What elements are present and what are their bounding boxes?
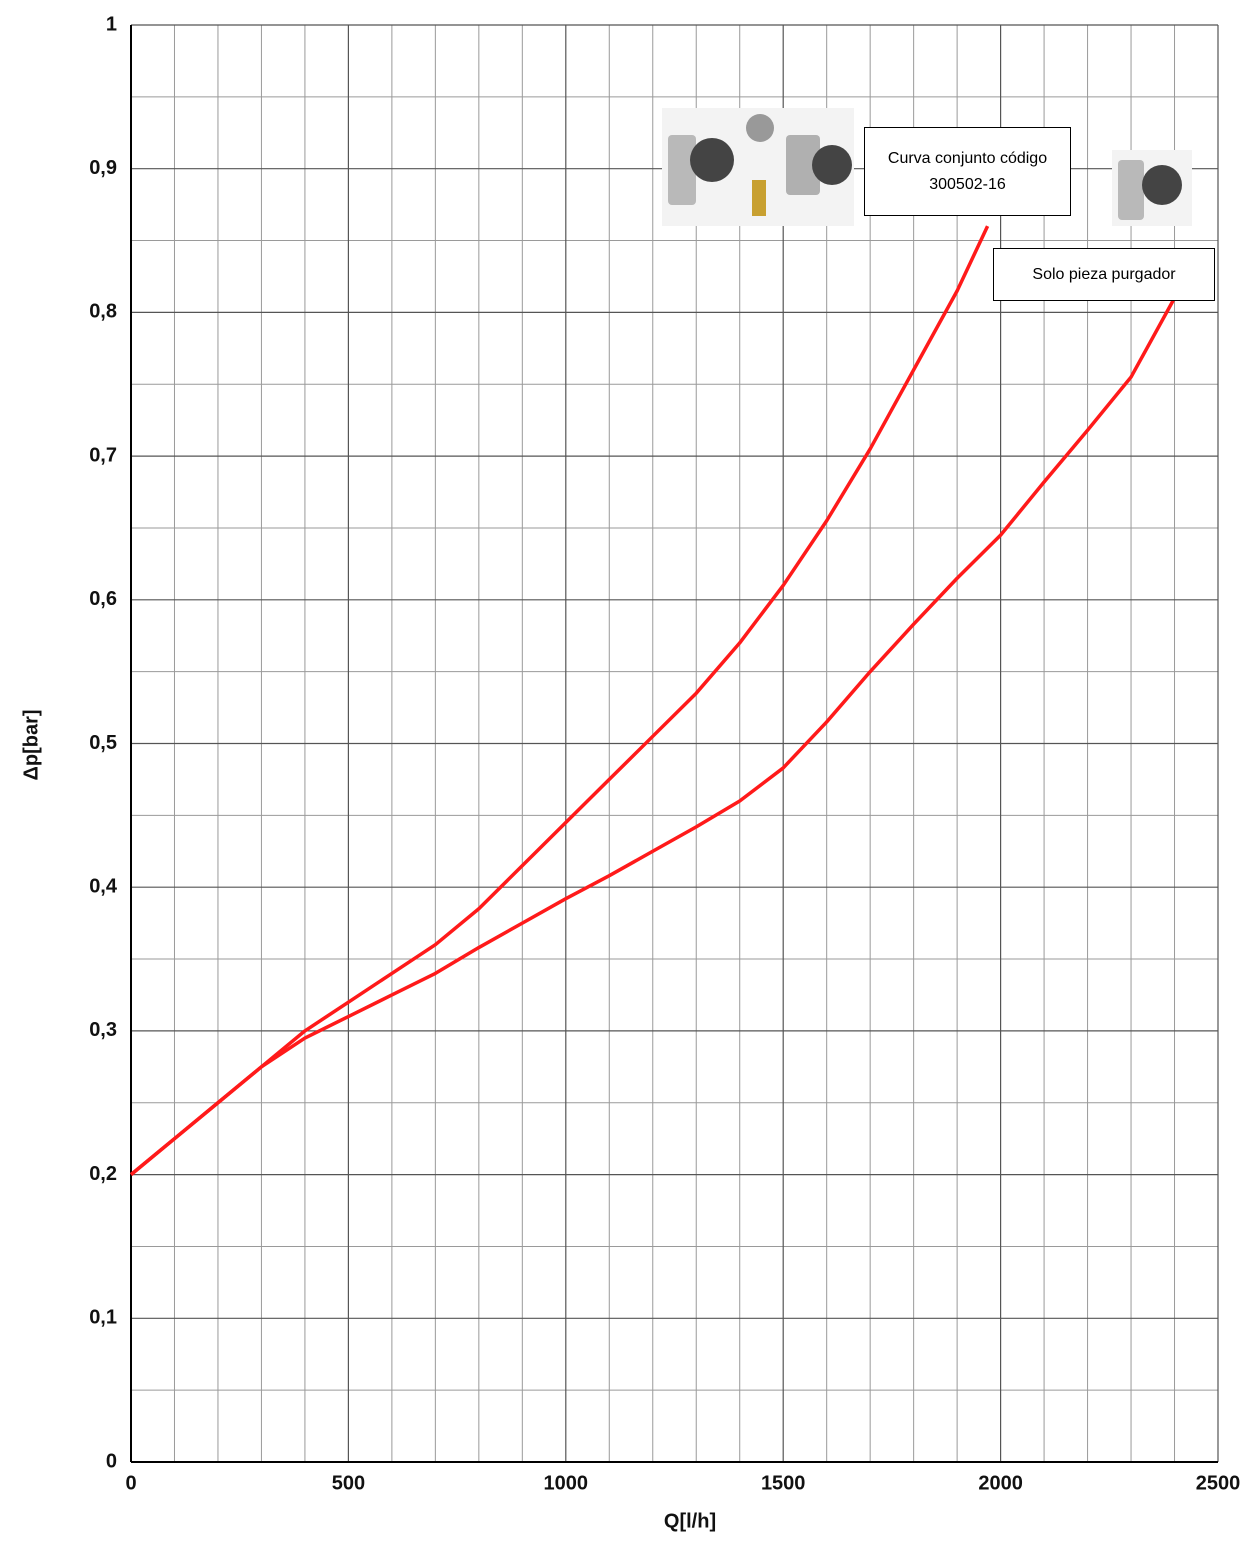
x-tick-label: 2000 [978,1472,1023,1494]
y-tick-label: 0,3 [89,1019,117,1041]
x-tick-label: 0 [125,1472,136,1494]
y-tick-label: 0,6 [89,588,117,610]
x-tick-label: 1500 [761,1472,806,1494]
y-tick-label: 0,5 [89,732,117,754]
data-line [129,297,1177,1176]
data-line [129,225,990,1176]
y-tick-label: 0,2 [89,1163,117,1185]
y-tick-label: 0,9 [89,157,117,179]
legend-label: Solo pieza purgador [1032,265,1176,283]
product-image [662,108,1192,226]
x-axis-label: Q[l/h] [664,1510,716,1532]
legend-label: Curva conjunto código 300502-16 [887,149,1048,193]
y-tick-label: 1 [106,13,117,35]
y-tick-label: 0,7 [89,444,117,466]
y-tick-label: 0,1 [89,1307,117,1329]
x-tick-label: 500 [332,1472,365,1494]
x-tick-label: 1000 [544,1472,589,1494]
y-tick-label: 0,4 [89,875,118,897]
y-tick-label: 0,8 [89,301,117,323]
y-axis-label: Δp[bar] [20,709,42,780]
x-tick-label: 2500 [1196,1472,1241,1494]
legend-box: Curva conjunto código 300502-16 [864,127,1071,216]
legend-box: Solo pieza purgador [993,248,1215,301]
y-tick-label: 0 [106,1450,117,1472]
